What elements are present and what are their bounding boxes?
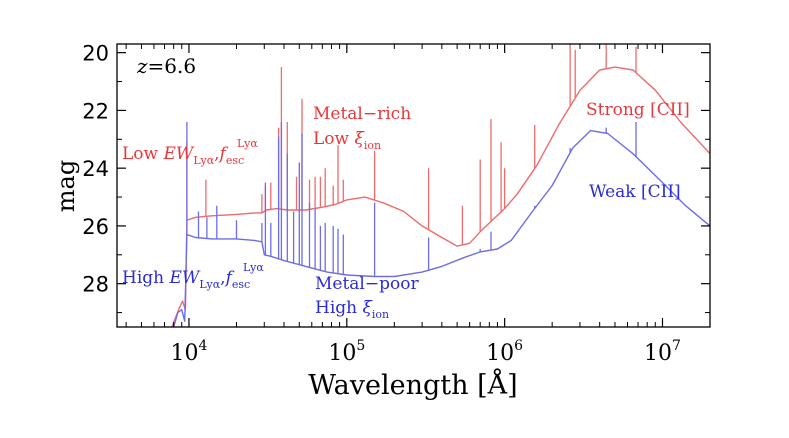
x-tick-label: 105: [328, 338, 365, 366]
high-xi-subscript: ion: [372, 308, 389, 321]
metal-poor-label: Metal−poor: [315, 274, 419, 294]
metal-rich-label: Metal−rich: [313, 104, 411, 124]
y-tick-label: 22: [82, 99, 109, 123]
series-1: [173, 122, 710, 327]
low-fesc-symbol: f: [218, 144, 229, 164]
low-fesc-superscript: Lyα: [237, 137, 258, 150]
x-tick-label: 106: [486, 338, 523, 366]
high-ew-label: High EWLyα,fesc: [122, 268, 250, 291]
x-tick-label: 104: [171, 338, 208, 366]
low-xi-text: Low: [313, 129, 354, 149]
x-tick-label: 107: [644, 338, 681, 366]
series-1-continuum: [173, 129, 710, 327]
low-ew-label: Low EWLyα,fesc: [122, 144, 244, 167]
series-0-continuum: [171, 66, 710, 327]
low-xi-label: Low ξion: [313, 129, 381, 152]
low-ew-separator: ,: [214, 144, 219, 164]
y-axis-label: mag: [52, 160, 80, 212]
low-ew-symbol: EW: [162, 144, 194, 164]
low-xi-subscript: ion: [364, 139, 381, 152]
high-ew-subscript: Lyα: [199, 278, 220, 291]
high-fesc-subscript: esc: [232, 278, 250, 291]
axis-layer: 20 22 24 26 28 104 105 106 107: [82, 42, 711, 366]
y-tick-label: 20: [82, 42, 109, 66]
y-tick-label: 24: [82, 157, 109, 181]
strong-cii-label: Strong [CII]: [586, 100, 690, 120]
y-tick-label: 26: [82, 215, 109, 239]
high-xi-label: High ξion: [315, 298, 389, 321]
low-ew-text: Low: [122, 144, 163, 164]
redshift-variable: z: [136, 54, 148, 78]
redshift-label: z=6.6: [136, 54, 196, 78]
high-ew-text: High: [122, 268, 170, 288]
high-ew-separator: ,: [220, 268, 225, 288]
y-tick-label: 28: [82, 273, 109, 297]
redshift-value: =6.6: [148, 54, 197, 78]
low-xi-symbol: ξ: [354, 129, 365, 149]
high-ew-symbol: EW: [169, 268, 201, 288]
series-layer: [171, 44, 710, 327]
high-xi-text: High: [315, 298, 363, 318]
low-fesc-subscript: esc: [226, 154, 244, 167]
high-xi-symbol: ξ: [363, 298, 374, 318]
x-axis-label: Wavelength [Å]: [308, 368, 517, 401]
high-fesc-symbol: f: [224, 268, 235, 288]
plot-frame: [116, 43, 711, 328]
high-fesc-superscript: Lyα: [243, 261, 264, 274]
weak-cii-label: Weak [CII]: [589, 182, 681, 202]
low-ew-subscript: Lyα: [193, 154, 214, 167]
